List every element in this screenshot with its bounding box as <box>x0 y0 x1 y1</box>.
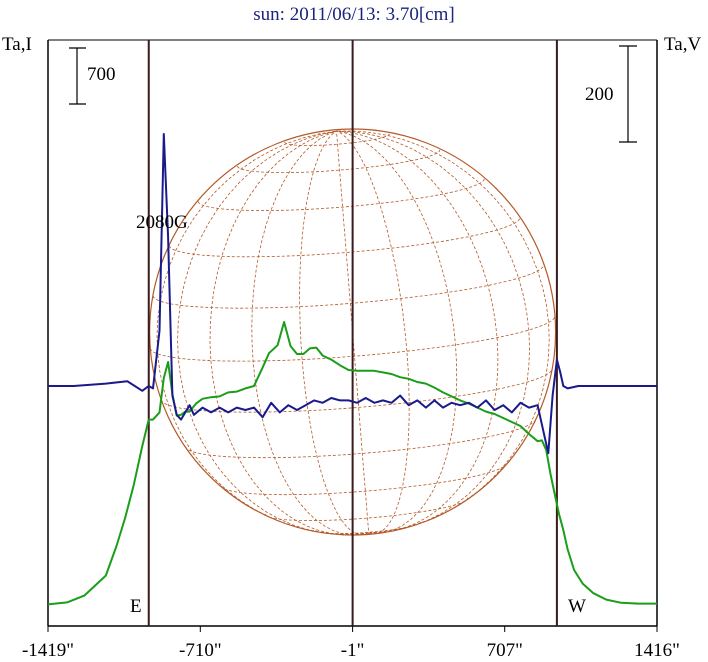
right-scale-bar <box>619 45 637 143</box>
x-tick-label: 707" <box>487 640 523 661</box>
latitude-line <box>220 462 508 496</box>
longitude-line <box>336 130 531 534</box>
longitude-line <box>251 130 369 536</box>
longitude-line <box>336 131 370 535</box>
latitude-line <box>160 368 553 413</box>
x-tick-label: -1" <box>341 640 365 661</box>
longitude-line <box>336 130 458 534</box>
vertical-markers <box>147 40 558 626</box>
left-scale-value: 700 <box>87 64 116 85</box>
chart-title: sun: 2011/06/13: 3.70[cm] <box>253 4 454 25</box>
x-tick-label: -1419" <box>22 640 74 661</box>
x-axis-ticks: -1419" -710" -1" 707" 1416" <box>22 626 680 661</box>
longitude-line <box>209 130 369 536</box>
left-scale-bar <box>69 47 86 105</box>
right-scale-value: 200 <box>585 84 614 105</box>
left-axis-label: Ta,I <box>2 34 32 55</box>
series-group <box>47 133 657 606</box>
latitude-line <box>237 149 441 173</box>
intensity-series-line <box>47 321 657 606</box>
longitude-line <box>299 130 369 536</box>
polarization-series-line <box>48 133 657 455</box>
latitude-line <box>168 217 521 258</box>
right-axis-label: Ta,V <box>664 34 701 55</box>
east-label: E <box>130 596 142 617</box>
longitude-line <box>156 130 369 535</box>
latitude-line <box>185 418 537 459</box>
latitude-line <box>197 178 485 212</box>
x-tick-label: -710" <box>179 640 222 661</box>
west-label: W <box>568 596 586 617</box>
longitude-line <box>336 130 499 534</box>
latitude-line <box>152 264 545 309</box>
longitude-line <box>177 130 369 535</box>
longitude-line <box>336 130 410 535</box>
field-annotation: 2080G <box>136 212 188 233</box>
longitude-line <box>336 130 550 534</box>
x-tick-label: 1416" <box>634 640 680 661</box>
